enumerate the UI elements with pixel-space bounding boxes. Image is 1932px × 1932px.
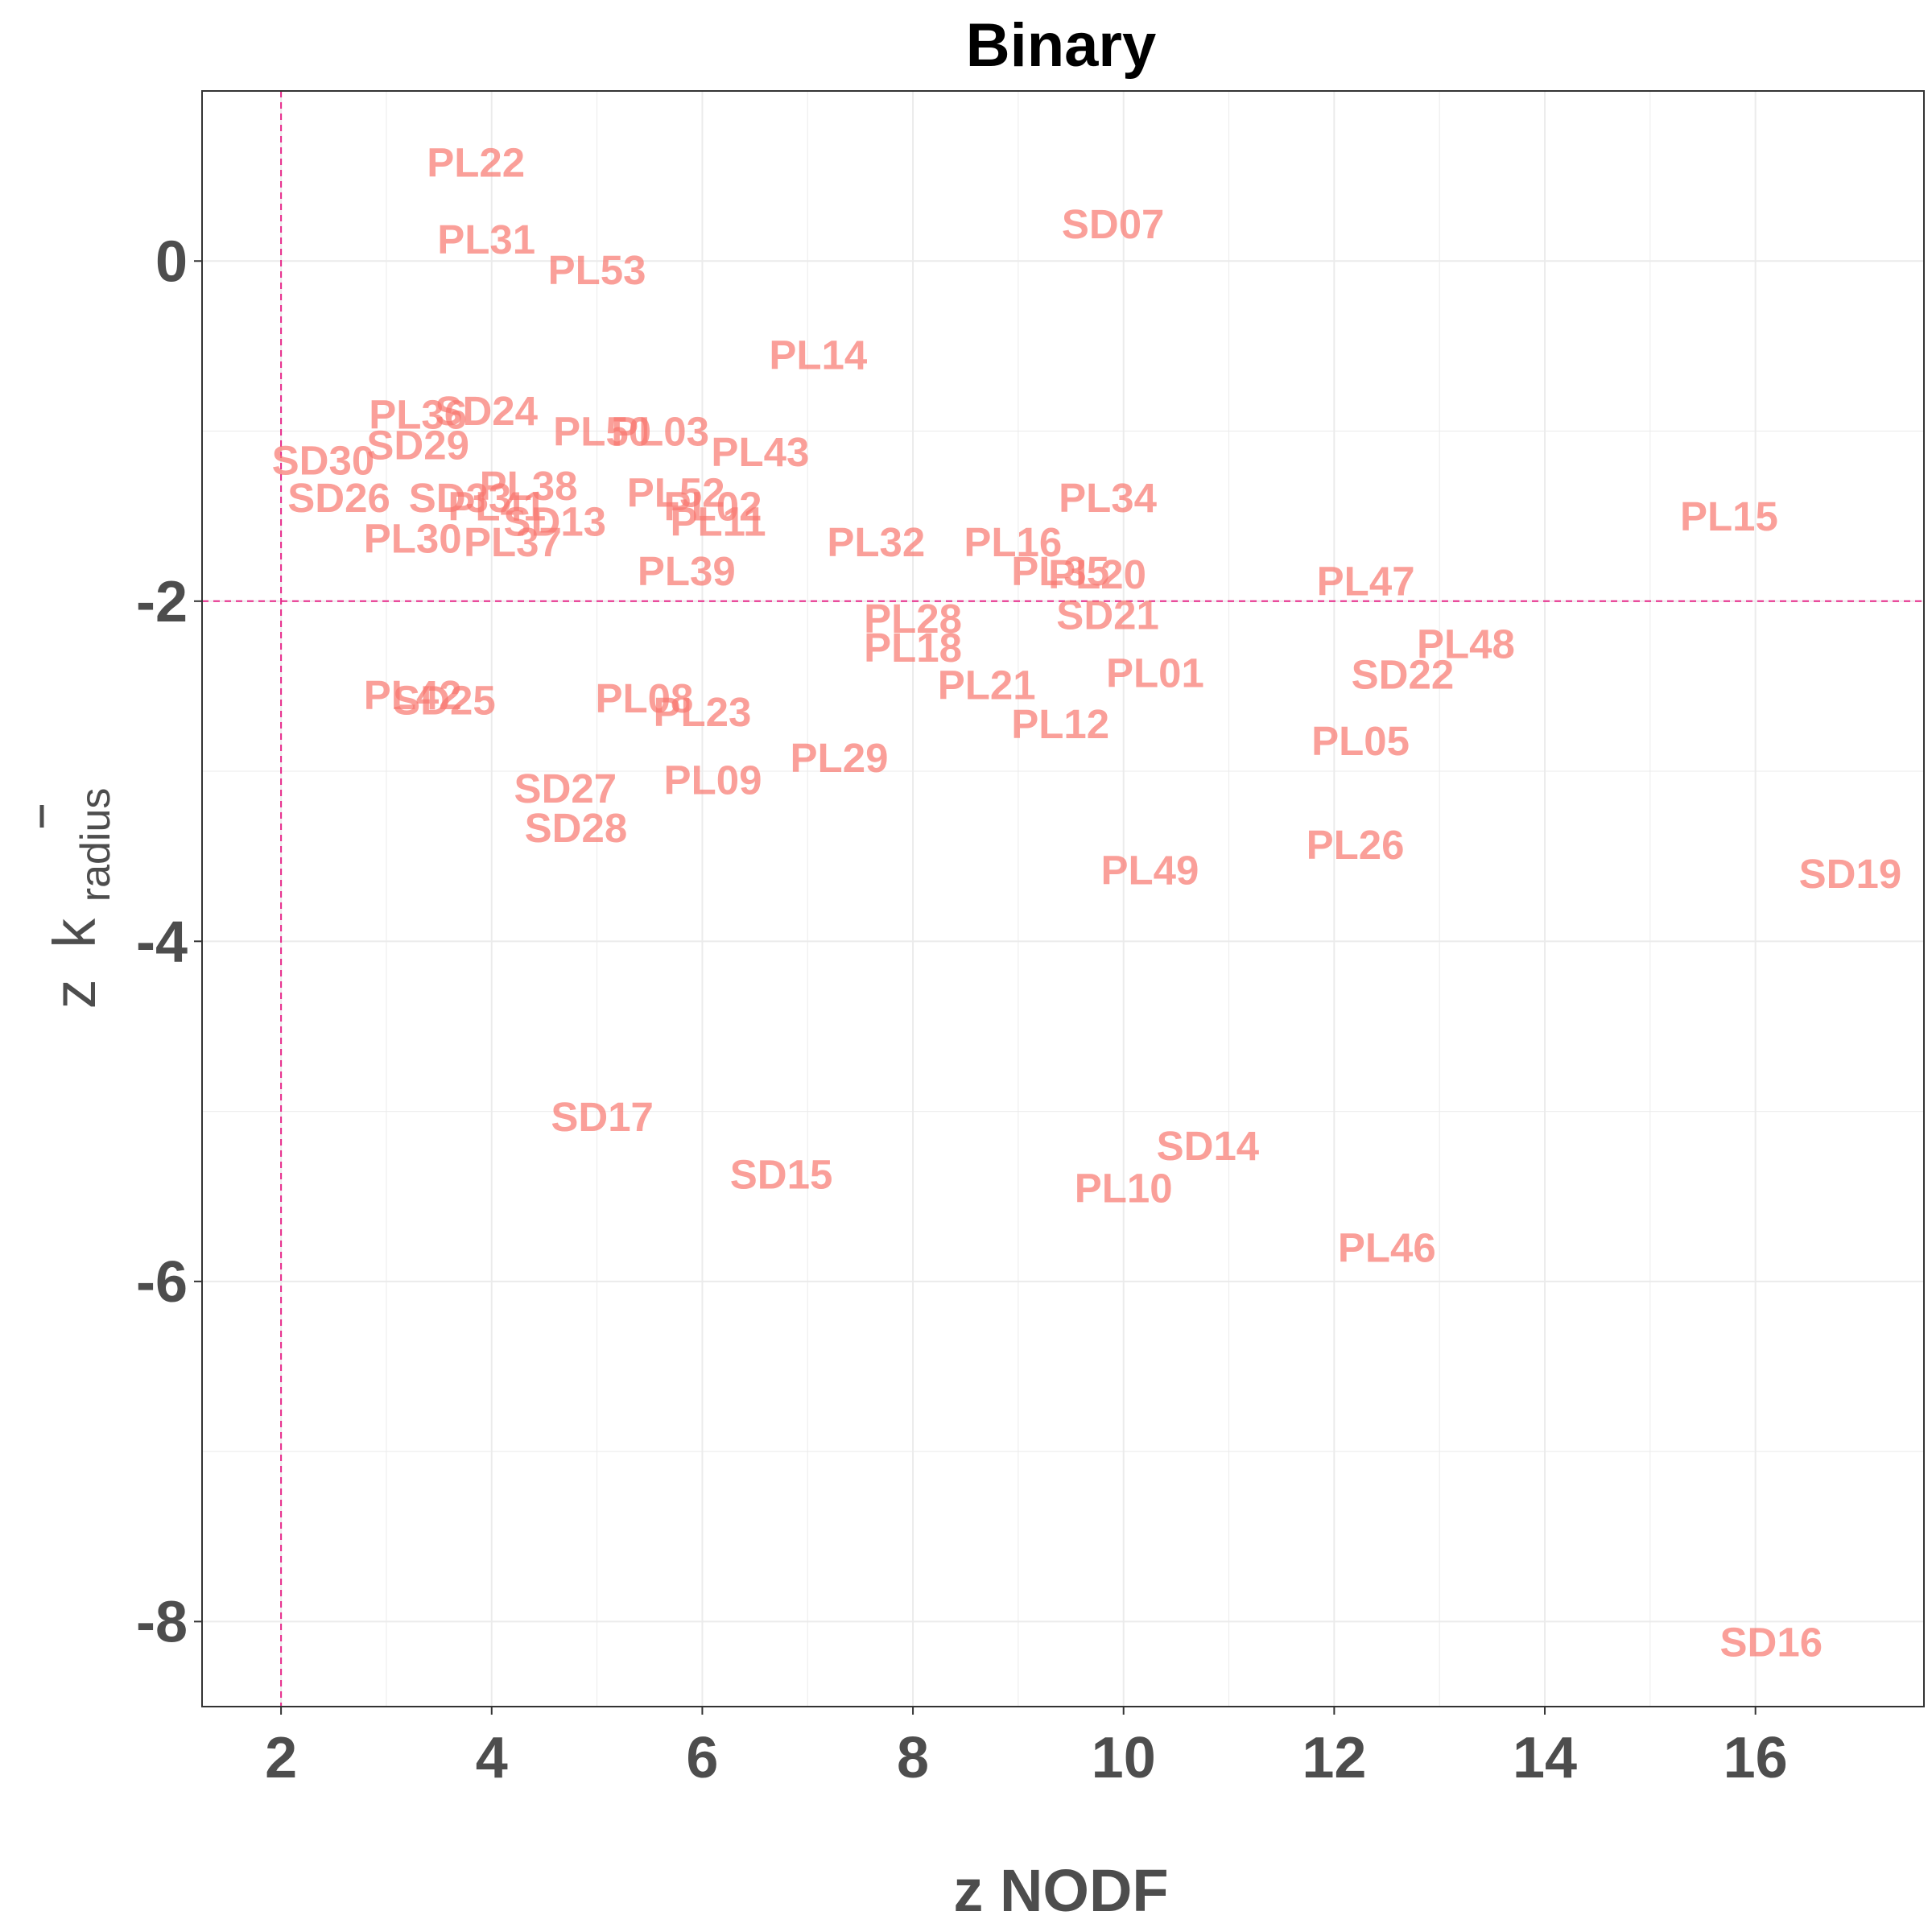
point-label-sd16: SD16 xyxy=(1720,1620,1823,1666)
point-label-sd14: SD14 xyxy=(1157,1123,1260,1169)
y-axis-title-prefix: z xyxy=(41,979,108,1009)
point-label-sd21: SD21 xyxy=(1056,592,1159,638)
point-label-pl49: PL49 xyxy=(1100,848,1199,894)
point-label-sd33: SD33 xyxy=(409,475,512,521)
point-label-pl52: PL52 xyxy=(627,470,725,516)
point-label-sd24: SD24 xyxy=(435,388,538,434)
svg-text:z k radius: z k radius xyxy=(41,788,119,1009)
point-label-pl37: PL37 xyxy=(464,519,562,565)
point-label-sd27: SD27 xyxy=(514,766,617,811)
point-label-pl26: PL26 xyxy=(1307,822,1405,868)
point-label-pl50: PL50 xyxy=(553,409,651,455)
x-tick-label: 10 xyxy=(1092,1726,1156,1790)
point-label-pl20: PL20 xyxy=(1048,551,1146,597)
chart-title: Binary xyxy=(966,11,1157,80)
panel-border xyxy=(201,90,1925,1707)
point-label-sd15: SD15 xyxy=(730,1152,833,1198)
grid-lines xyxy=(202,91,1924,1707)
point-label-pl38: PL38 xyxy=(480,463,578,509)
point-label-pl05: PL05 xyxy=(1311,718,1410,764)
point-label-pl47: PL47 xyxy=(1317,558,1415,604)
point-label-pl03: PL03 xyxy=(611,409,709,455)
x-tick-label: 12 xyxy=(1302,1726,1366,1790)
point-label-pl30: PL30 xyxy=(364,516,462,562)
point-label-pl09: PL09 xyxy=(664,758,762,803)
point-label-pl43: PL43 xyxy=(711,429,809,475)
point-label-sd29: SD29 xyxy=(366,422,469,468)
y-tick-label: -4 xyxy=(136,910,188,974)
y-axis-title-subscript: radius xyxy=(72,788,119,902)
point-label-sd26: SD26 xyxy=(287,475,390,521)
point-label-pl28: PL28 xyxy=(864,596,962,642)
point-label-pl48: PL48 xyxy=(1417,621,1515,667)
y-axis-ticks: 0 -2 -4 -6 -8 xyxy=(136,229,202,1654)
point-label-pl16: PL16 xyxy=(964,519,1062,565)
point-label-pl53: PL53 xyxy=(548,247,646,293)
point-label-pl31: PL31 xyxy=(437,217,535,262)
y-tick-label: -8 xyxy=(136,1590,188,1654)
point-label-pl41: PL41 xyxy=(448,483,546,529)
point-label-pl46: PL46 xyxy=(1338,1225,1436,1271)
x-axis-ticks: 2 4 6 8 10 12 14 16 xyxy=(265,1707,1788,1790)
point-label-pl32: PL32 xyxy=(827,519,925,565)
point-label-pl22: PL22 xyxy=(427,140,525,186)
x-tick-label: 2 xyxy=(265,1726,297,1790)
y-tick-label: -6 xyxy=(136,1250,188,1315)
point-label-pl18: PL18 xyxy=(864,625,962,671)
reference-lines xyxy=(202,91,1924,1707)
x-tick-label: 14 xyxy=(1513,1726,1577,1790)
point-label-pl11: PL11 xyxy=(670,498,766,544)
y-tick-label: 0 xyxy=(155,229,188,294)
point-label-pl35: PL35 xyxy=(1011,548,1109,594)
point-label-pl34: PL34 xyxy=(1059,475,1158,521)
point-label-pl15: PL15 xyxy=(1680,493,1778,539)
x-tick-label: 4 xyxy=(476,1726,508,1790)
x-tick-label: 16 xyxy=(1724,1726,1788,1790)
x-tick-label: 8 xyxy=(897,1726,929,1790)
point-label-pl02: PL02 xyxy=(664,483,762,529)
point-label-pl01: PL01 xyxy=(1106,650,1204,696)
y-tick-label: -2 xyxy=(136,570,188,634)
point-label-pl23: PL23 xyxy=(653,689,751,735)
point-label-sd30: SD30 xyxy=(272,437,375,483)
point-label-pl39: PL39 xyxy=(638,548,736,594)
y-axis-title: z k radius xyxy=(39,788,119,1009)
point-label-pl14: PL14 xyxy=(769,332,868,378)
point-label-pl12: PL12 xyxy=(1011,701,1109,747)
y-axis-title-symbol: k xyxy=(41,918,108,948)
point-label-sd25: SD25 xyxy=(393,677,496,723)
point-label-pl29: PL29 xyxy=(791,735,889,781)
point-label-sd17: SD17 xyxy=(551,1094,654,1140)
point-label-pl08: PL08 xyxy=(596,675,694,721)
point-label-sd28: SD28 xyxy=(525,805,628,851)
point-label-pl10: PL10 xyxy=(1075,1166,1173,1212)
point-label-pl21: PL21 xyxy=(938,662,1036,708)
x-axis-title: z NODF xyxy=(953,1857,1168,1924)
x-tick-label: 6 xyxy=(686,1726,718,1790)
point-label-sd07: SD07 xyxy=(1062,201,1165,247)
point-label-sd22: SD22 xyxy=(1352,652,1455,698)
point-label-pl36: PL36 xyxy=(369,391,467,437)
point-label-pl42: PL42 xyxy=(364,672,462,718)
point-label-sd19: SD19 xyxy=(1799,851,1902,897)
point-label-sd13: SD13 xyxy=(503,498,606,544)
